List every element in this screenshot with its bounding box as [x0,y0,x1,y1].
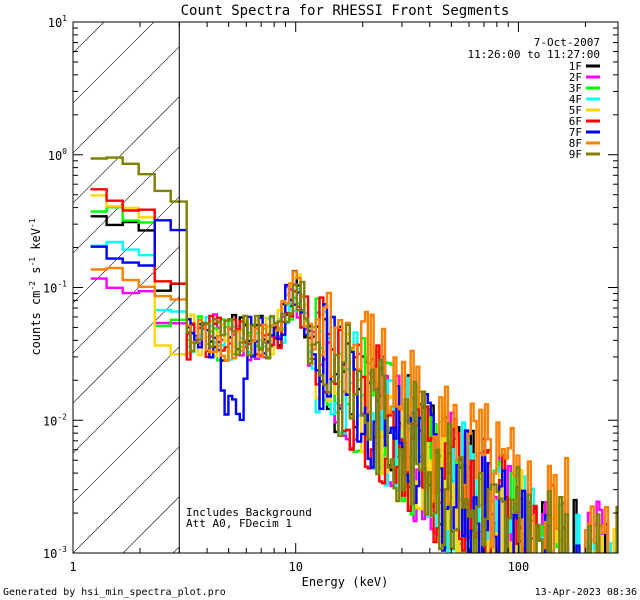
hatch-line [73,22,155,104]
series-9F [90,156,618,553]
legend-label: 4F [569,93,582,106]
legend-label: 9F [569,148,582,161]
legend-label: 3F [569,82,582,95]
chart-title: Count Spectra for RHESSI Front Segments [181,3,510,19]
y-axis-label: counts cm-2 s-1 keV-1 [28,218,43,355]
hatch-line [73,196,180,304]
hatch-line [573,0,640,553]
legend-label: 6F [569,115,582,128]
y-tick-label: 10-2 [43,412,67,428]
series-1F [90,215,610,553]
y-tick-label: 10-3 [43,545,67,561]
y-tick-label: 10-1 [43,280,67,296]
attenuator-hatch-region [0,0,640,553]
legend-label: 8F [569,137,582,150]
hatch-line [73,46,180,154]
attenuator-note: Att A0, FDecim 1 [186,517,292,530]
hatch-line [73,396,180,504]
hatch-line [473,0,640,553]
generated-by-label: Generated by hsi_min_spectra_plot.pro [3,587,226,598]
hatch-line [73,246,180,354]
y-tick-label: 100 [48,147,67,163]
time-range-label: 11:26:00 to 11:27:00 [468,48,600,61]
axis-ticks [72,22,618,554]
x-tick-label: 1 [69,560,76,574]
date-label: 7-Oct-2007 [534,36,600,49]
hatch-line [73,446,180,553]
legend-label: 2F [569,71,582,84]
legend-label: 5F [569,104,582,117]
background-note: Includes Background [186,506,312,519]
y-tick-label: 101 [48,14,67,30]
axis-tick-labels: 1 10 100 10-3 10-2 10-1 100 101 [43,14,529,574]
series-group [90,156,618,553]
series-7F [90,219,581,553]
series-6F [90,188,555,553]
series-5F [90,194,618,553]
x-tick-label: 10 [288,560,302,574]
legend-label: 1F [569,60,582,73]
x-axis-label: Energy (keV) [302,575,389,589]
hatch-line [73,22,105,54]
x-tick-label: 100 [508,560,530,574]
legend-label: 7F [569,126,582,139]
hatch-line [0,0,123,553]
timestamp-label: 13-Apr-2023 08:36 [535,587,637,598]
hatch-line [623,0,640,553]
hatch-line [73,96,180,204]
